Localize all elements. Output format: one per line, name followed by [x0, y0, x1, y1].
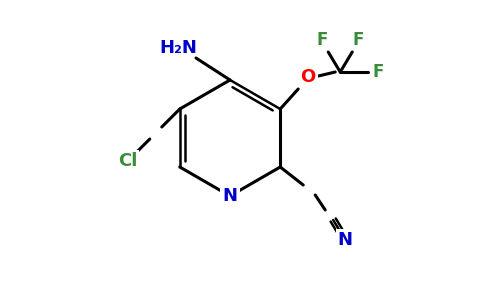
Text: Cl: Cl	[118, 152, 137, 170]
Text: F: F	[373, 63, 384, 81]
Text: F: F	[352, 31, 364, 49]
Text: N: N	[338, 231, 353, 249]
Text: O: O	[301, 68, 316, 86]
Text: N: N	[223, 187, 238, 205]
Text: F: F	[317, 31, 328, 49]
Text: H₂N: H₂N	[159, 39, 197, 57]
